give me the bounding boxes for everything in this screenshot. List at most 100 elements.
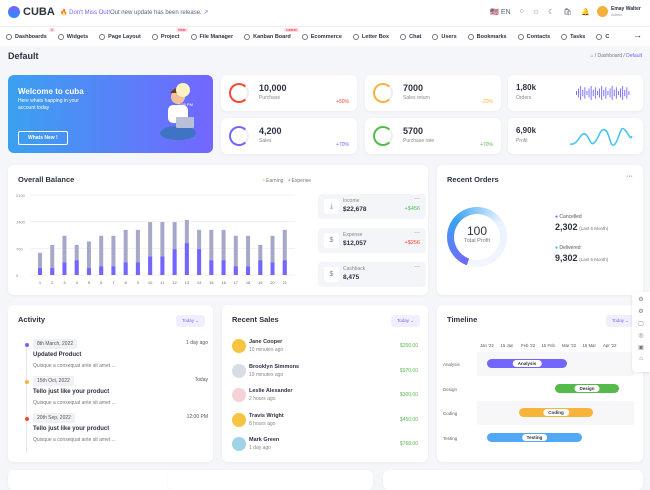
- nav-item[interactable]: Widgets: [57, 33, 88, 40]
- sale-row[interactable]: Mark Green 1 day ago $768.00: [232, 435, 418, 455]
- star-icon[interactable]: ☆: [532, 9, 540, 16]
- bar-earning: [74, 244, 79, 275]
- settings-icon[interactable]: ⚙: [638, 297, 644, 303]
- nav-item[interactable]: C: [596, 33, 609, 40]
- bar-expense: [148, 256, 153, 275]
- nav-item[interactable]: File Manager: [190, 33, 233, 40]
- bar-expense: [282, 260, 287, 275]
- sale-row[interactable]: Travis Wright 8 hours ago $450.00: [232, 411, 418, 431]
- more-icon[interactable]: ···: [414, 264, 420, 270]
- timeline-filter-dropdown[interactable]: Today ⌄: [605, 315, 635, 327]
- bar-earning: [148, 222, 153, 275]
- month-label: Apr '22: [603, 343, 617, 348]
- nav-item[interactable]: Dashboards 2: [6, 27, 55, 40]
- spark-bar: [590, 86, 592, 100]
- sale-row[interactable]: Brooklyn Simmons 19 minutes ago $970.00: [232, 362, 418, 382]
- balance-cashback: $ Cashback 8,475 ···: [318, 262, 426, 287]
- spark-bar: [626, 87, 628, 99]
- spark-bar: [588, 88, 590, 98]
- more-icon[interactable]: ···: [414, 196, 420, 202]
- x-tick: 2: [51, 280, 54, 285]
- nav-item[interactable]: Page Layout: [99, 33, 141, 40]
- bar-earning: [38, 252, 42, 275]
- cashback-icon: $: [324, 267, 339, 282]
- stat-card: 10,000 Purchase +50%: [221, 75, 357, 111]
- activity-card: Activity Today ⌄ 8th March, 2022 1 day ag…: [8, 305, 213, 462]
- stat-icon: [373, 83, 393, 103]
- nav-icon: [301, 33, 308, 40]
- nav-item[interactable]: Kanban Board Latest: [244, 27, 299, 40]
- box-icon[interactable]: ▢: [638, 321, 644, 327]
- gear-icon[interactable]: ⚙: [638, 309, 644, 315]
- spark-bar: [586, 91, 588, 95]
- bar-expense: [111, 266, 116, 275]
- activity-item: 20th Sep, 2022 12:00 PM Tello just like yo…: [18, 413, 208, 447]
- sales-filter-dropdown[interactable]: Today ⌄: [390, 315, 420, 327]
- avatar: [232, 437, 246, 451]
- legend-expense: • Expense: [288, 178, 312, 184]
- task-bar[interactable]: Analysis: [487, 359, 567, 368]
- y-tick: 1400: [16, 220, 26, 225]
- gift-icon[interactable]: ⌂: [639, 356, 643, 362]
- month-label: Feb '22: [521, 343, 536, 348]
- nav-icon: [244, 33, 251, 40]
- search-icon[interactable]: ○: [519, 8, 524, 15]
- more-icon[interactable]: ···: [414, 230, 420, 236]
- x-tick: 18: [246, 280, 251, 285]
- nav-item[interactable]: Chat: [400, 33, 421, 40]
- nav-icon: [561, 33, 568, 40]
- month-label: 15 Feb: [541, 343, 555, 348]
- month-label: Mar '22: [562, 343, 577, 348]
- income-icon: ⤓: [324, 199, 339, 214]
- orders-card: 1,80k Orders: [508, 75, 643, 111]
- legend-earning: • Earning: [263, 178, 284, 184]
- activity-filter-dropdown[interactable]: Today ⌄: [175, 315, 205, 327]
- bar-earning: [258, 244, 263, 275]
- arrow-right-icon[interactable]: →: [633, 30, 642, 40]
- spark-bar: [624, 89, 626, 97]
- bar-earning: [209, 229, 214, 275]
- bell-icon[interactable]: 🔔: [581, 9, 590, 16]
- nav-item[interactable]: Ecommerce: [301, 33, 342, 40]
- welcome-card: Welcome to cuba Here whats happing in yo…: [8, 75, 213, 153]
- timeline-card: Timeline Today ⌄ Jan '22 15 Jan Feb '22 15 …: [437, 305, 643, 462]
- notice[interactable]: 🔥 Don't Miss Out!Out new update has been…: [60, 10, 209, 16]
- cart-icon[interactable]: 🛍: [563, 9, 573, 16]
- task-label: Coding: [443, 411, 458, 416]
- nav-icon: [596, 33, 603, 40]
- bar-earning: [282, 229, 287, 275]
- spark-bar: [576, 91, 577, 95]
- more-icon[interactable]: ···: [626, 173, 633, 180]
- nav-item[interactable]: Tasks: [561, 33, 585, 40]
- nav-icon: [352, 33, 359, 40]
- whats-new-button[interactable]: Whats New !: [18, 131, 68, 145]
- next-card: [168, 470, 373, 490]
- task-bar[interactable]: Coding: [519, 408, 593, 417]
- moon-icon[interactable]: ☾: [548, 9, 555, 16]
- nav-item[interactable]: Bookmarks: [467, 33, 507, 40]
- sale-row[interactable]: Jane Cooper 10 minutes ago $200.00: [232, 337, 418, 357]
- user-profile[interactable]: Emay Walter Admin: [597, 6, 641, 17]
- profit-ring: 100 Total Profit: [447, 207, 507, 267]
- support-icon[interactable]: ◎: [638, 333, 644, 339]
- profit-sparkline: [569, 127, 633, 146]
- image-icon[interactable]: ▣: [638, 345, 644, 351]
- bar-earning: [270, 235, 275, 275]
- bar-expense: [160, 256, 165, 275]
- x-tick: 12: [172, 280, 177, 285]
- nav-badge: 2: [48, 27, 55, 32]
- spark-bar: [622, 86, 624, 100]
- expense-icon: $: [324, 233, 339, 248]
- language-selector[interactable]: 🇺🇸 EN: [490, 9, 511, 16]
- sale-row[interactable]: Leslie Alexander 2 hours ago $300.00: [232, 386, 418, 406]
- x-tick: 15: [209, 280, 214, 285]
- task-bar[interactable]: Testing: [487, 432, 582, 442]
- logo[interactable]: CUBA: [8, 6, 55, 18]
- nav-item[interactable]: Letter Box: [352, 33, 389, 40]
- x-tick: 5: [88, 280, 91, 285]
- nav-item[interactable]: Contacts: [517, 33, 550, 40]
- nav-item[interactable]: Project New: [151, 27, 188, 40]
- x-tick: 14: [197, 280, 202, 285]
- nav-item[interactable]: Users: [432, 33, 457, 40]
- task-bar[interactable]: Design: [555, 383, 619, 393]
